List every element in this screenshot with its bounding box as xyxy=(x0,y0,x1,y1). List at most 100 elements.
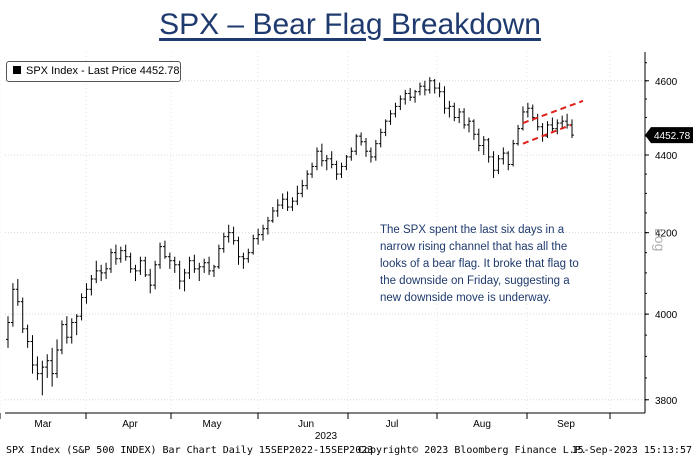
ohlc-bar xyxy=(158,242,163,269)
ohlc-bar xyxy=(236,236,241,265)
ohlc-bar xyxy=(148,268,153,294)
ohlc-bar xyxy=(270,207,275,223)
last-price-tag xyxy=(645,127,693,144)
ohlc-bar xyxy=(226,224,231,243)
ohlc-bar xyxy=(398,95,403,111)
x-tick-label: Apr xyxy=(122,419,138,430)
legend-swatch xyxy=(13,66,21,75)
ohlc-bar xyxy=(545,121,550,139)
ohlc-bar xyxy=(211,264,216,277)
ohlc-bar xyxy=(162,240,167,259)
ohlc-bar xyxy=(349,147,354,161)
ohlc-bar xyxy=(74,314,79,336)
ohlc-bar xyxy=(511,139,516,167)
ohlc-bar xyxy=(329,151,334,169)
ohlc-bar xyxy=(413,89,418,103)
ohlc-bar xyxy=(40,360,45,396)
ohlc-bar xyxy=(501,147,506,165)
ohlc-bar xyxy=(45,354,50,378)
ohlc-bar xyxy=(393,102,398,118)
ohlc-bar xyxy=(241,252,246,269)
ohlc-bar xyxy=(339,162,344,178)
ohlc-bar xyxy=(300,179,305,198)
ohlc-bar xyxy=(153,260,158,290)
ohlc-bar xyxy=(113,244,118,265)
x-tick-label: Aug xyxy=(473,419,491,430)
ohlc-bar xyxy=(334,160,339,180)
last-price-value: 4452.78 xyxy=(654,131,691,142)
axis-ticks: 3800 4000 4200 4400 4600 Mar Apr May Jun Jul Aug Se… xyxy=(0,62,678,442)
log-scale-label: Log xyxy=(652,228,668,252)
y-tick-label: 4000 xyxy=(655,310,678,321)
ohlc-bar xyxy=(319,143,324,167)
ohlc-bar xyxy=(197,262,202,282)
ohlc-bar xyxy=(560,115,565,129)
ohlc-bar xyxy=(280,193,285,209)
x-tick-label: Sep xyxy=(557,419,575,430)
ohlc-bar xyxy=(442,86,447,114)
ohlc-bar xyxy=(535,113,540,131)
chart-legend: SPX Index - Last Price 4452.78 xyxy=(6,61,181,82)
ohlc-bar xyxy=(540,123,545,142)
ohlc-bar xyxy=(221,232,226,253)
ohlc-bar xyxy=(15,279,20,306)
ohlc-bar xyxy=(373,139,378,161)
ohlc-bar xyxy=(104,262,109,280)
ohlc-bar xyxy=(295,185,300,206)
ohlc-bar xyxy=(432,78,437,94)
ohlc-bar xyxy=(84,283,89,304)
y-tick-label: 4200 xyxy=(655,229,678,240)
ohlc-bar xyxy=(64,316,69,344)
ohlc-bar xyxy=(187,256,192,280)
x-tick-label: May xyxy=(203,419,222,430)
ohlc-bar xyxy=(417,82,422,96)
x-tick-label: Mar xyxy=(34,419,52,430)
ohlc-bar xyxy=(516,124,521,146)
x-year-label: 2023 xyxy=(315,431,338,442)
ohlc-bar xyxy=(207,256,212,275)
ohlc-bar xyxy=(447,100,452,118)
ohlc-bar xyxy=(471,119,476,140)
ohlc-bar xyxy=(246,248,251,263)
ohlc-bar xyxy=(59,320,64,355)
ohlc-bar xyxy=(172,256,177,273)
ohlc-bar xyxy=(457,108,462,124)
ohlc-bar xyxy=(368,147,373,163)
ohlc-bar xyxy=(261,224,266,241)
ohlc-bar xyxy=(476,128,481,152)
ohlc-bar xyxy=(94,260,99,284)
ohlc-bar xyxy=(138,256,143,275)
ohlc-bar xyxy=(378,128,383,148)
ohlc-bar xyxy=(481,136,486,156)
ohlc-bar xyxy=(10,283,15,327)
ohlc-bar xyxy=(275,199,280,217)
bear-flag-channel xyxy=(522,99,584,145)
ohlc-bar xyxy=(133,264,138,282)
annotation-text: The SPX spent the last six days in a nar… xyxy=(380,224,579,304)
ohlc-bar xyxy=(364,138,369,157)
ohlc-bar xyxy=(383,119,388,137)
ohlc-bar xyxy=(89,274,94,296)
ohlc-bar xyxy=(79,293,84,321)
ohlc-bar xyxy=(506,151,511,171)
ohlc-bar xyxy=(408,88,413,101)
ohlc-bar xyxy=(202,258,207,273)
footer-timestamp: 15-Sep-2023 15:13:57 xyxy=(571,445,692,456)
ohlc-bar xyxy=(422,80,427,96)
ohlc-bar xyxy=(285,191,290,211)
ohlc-bar xyxy=(20,297,25,334)
last-price-marker: 4452.78 xyxy=(645,127,693,144)
ohlc-bar xyxy=(25,324,30,348)
ohlc-bar xyxy=(231,226,236,245)
flag-upper-line xyxy=(522,99,584,124)
ohlc-bar xyxy=(128,252,133,273)
ohlc-bar xyxy=(452,102,457,122)
ohlc-bar xyxy=(50,347,55,387)
x-tick-label: Jul xyxy=(386,419,399,430)
ohlc-bar xyxy=(437,82,442,98)
ohlc-bar xyxy=(310,162,315,178)
ohlc-bar xyxy=(182,268,187,292)
ohlc-bar xyxy=(486,138,491,163)
ohlc-bar xyxy=(496,155,501,175)
